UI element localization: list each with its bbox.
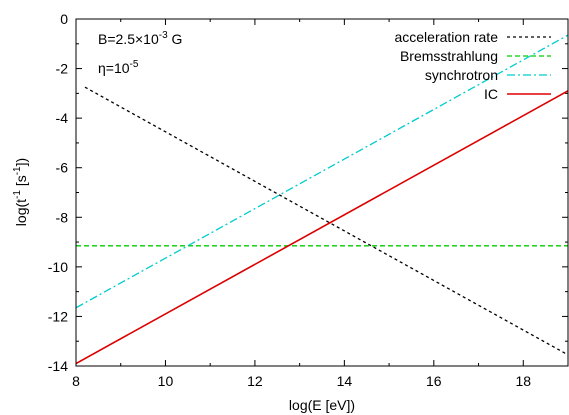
eta-annotation: η=10-5	[98, 59, 139, 76]
y-tick-label: 0	[60, 11, 68, 27]
series-line-ic	[76, 90, 568, 365]
x-tick-label: 16	[426, 373, 442, 389]
legend-label: acceleration rate	[394, 29, 498, 45]
y-tick-label: -4	[56, 110, 69, 126]
y-tick-label: -12	[48, 308, 68, 324]
y-tick-label: -8	[56, 209, 69, 225]
x-tick-label: 8	[72, 373, 80, 389]
legend-label: synchrotron	[425, 67, 498, 83]
y-tick-label: -6	[56, 160, 69, 176]
x-tick-label: 10	[158, 373, 174, 389]
x-tick-label: 14	[337, 373, 353, 389]
series-line-synchrotron	[76, 34, 568, 309]
b-field-annotation: B=2.5×10-3 G	[98, 30, 182, 47]
y-axis-label: log(t-1 [s-1])	[12, 158, 29, 226]
legend-label: Bremsstrahlung	[400, 48, 498, 64]
plot-frame	[75, 18, 569, 367]
x-tick-label: 12	[247, 373, 263, 389]
series-line-acceleration-rate	[84, 86, 568, 356]
y-tick-label: -14	[48, 358, 68, 374]
y-tick-label: -2	[56, 61, 69, 77]
legend-label: IC	[484, 86, 498, 102]
x-axis-label: log(E [eV])	[289, 397, 355, 413]
y-tick-label: -10	[48, 259, 68, 275]
x-tick-label: 18	[515, 373, 531, 389]
